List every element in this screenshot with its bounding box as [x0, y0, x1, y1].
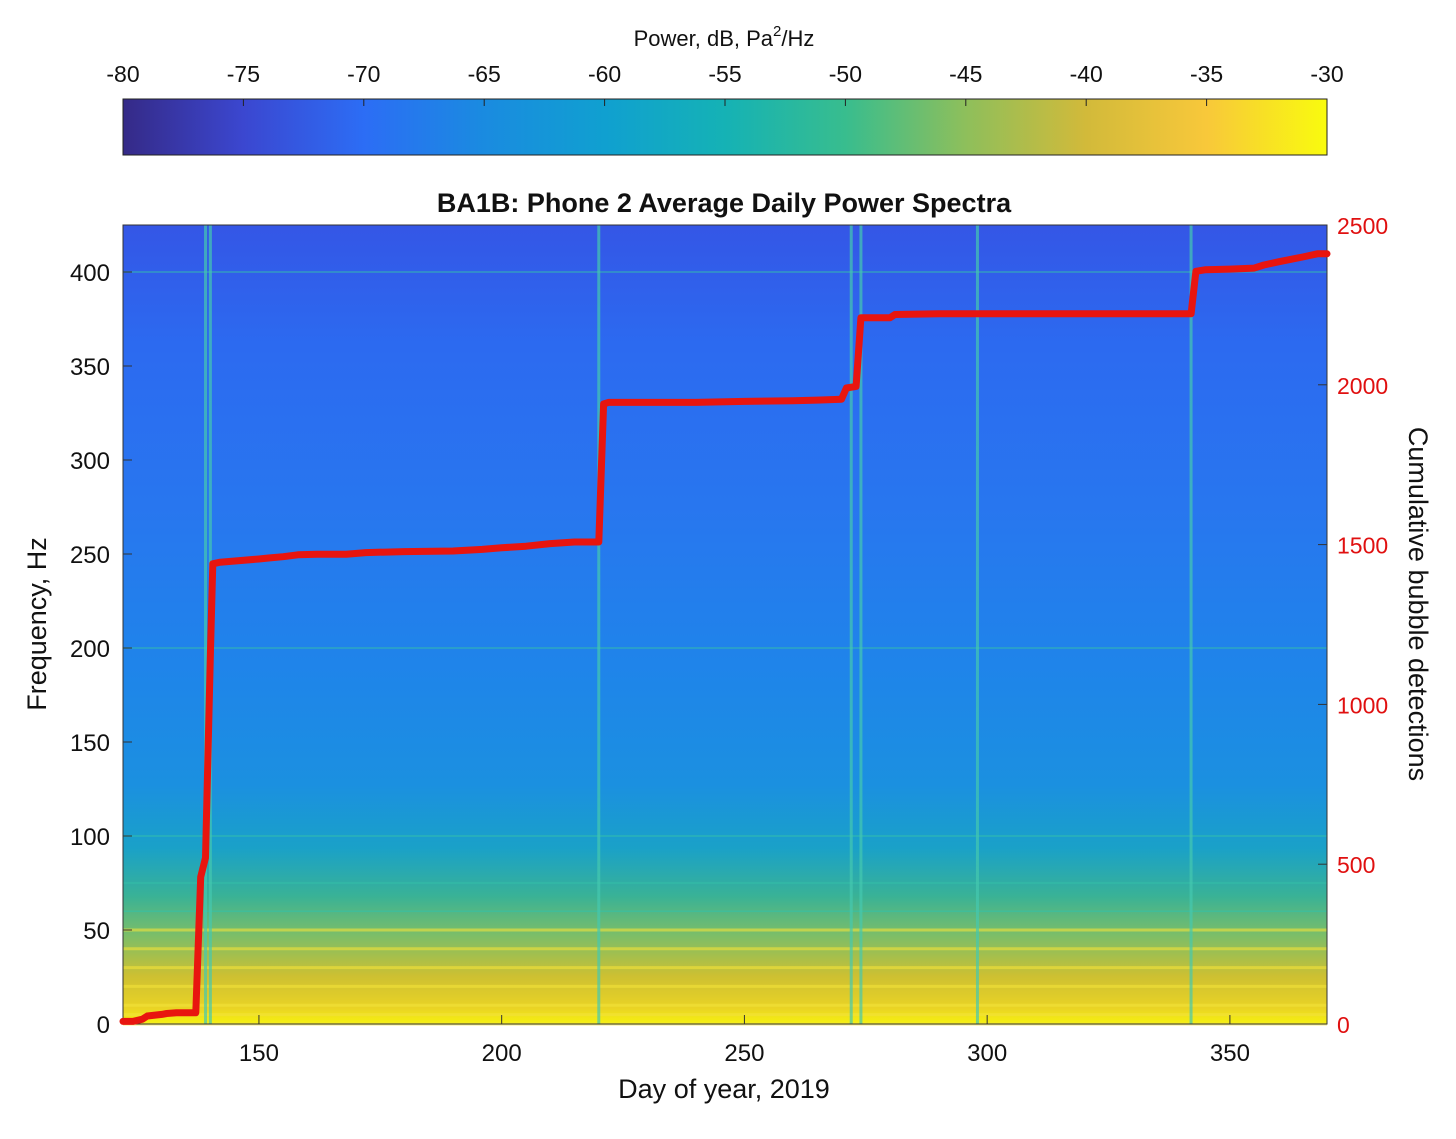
- plot-frame: [122, 224, 1328, 1025]
- colorbar-ticks: -80 -75 -70 -65 -60 -55 -50 -45 -40 -35 -30: [106, 61, 1344, 106]
- colorbar-tick-label: -50: [829, 61, 862, 87]
- x-tick-label: 200: [482, 1040, 522, 1067]
- colorbar-tick-label: -75: [227, 61, 260, 87]
- x-tick-label: 300: [967, 1040, 1007, 1067]
- y-axis-ticks: 0 50 100 150 200 250 300 350 400: [70, 260, 132, 1039]
- colorbar-gradient: [122, 98, 1328, 156]
- right-axis-ticks: 0 500 1000 1500 2000 2500: [1318, 213, 1388, 1038]
- colorbar-tick-label: -65: [468, 61, 501, 87]
- y-tick-label: 100: [70, 824, 110, 851]
- colorbar-tick-label: -80: [106, 61, 139, 87]
- x-axis-ticks: 150 200 250 300 350: [239, 1015, 1250, 1067]
- right-tick-label: 2000: [1337, 373, 1388, 399]
- y-tick-label: 250: [70, 542, 110, 569]
- x-axis-label: Day of year, 2019: [618, 1074, 830, 1104]
- right-tick-label: 1000: [1337, 692, 1388, 718]
- right-tick-label: 0: [1337, 1012, 1350, 1038]
- right-tick-label: 2500: [1337, 213, 1388, 239]
- y-tick-label: 50: [83, 918, 110, 945]
- colorbar: Power, dB, Pa2/Hz -80 -75 -70 -65 -60 -55 -50-…: [106, 23, 1344, 156]
- colorbar-tick-label: -45: [949, 61, 982, 87]
- y-tick-label: 150: [70, 730, 110, 757]
- right-axis-label: Cumulative bubble detections: [1403, 427, 1433, 781]
- right-tick-label: 500: [1337, 852, 1375, 878]
- colorbar-tick-label: -70: [347, 61, 380, 87]
- x-tick-label: 350: [1210, 1040, 1250, 1067]
- y-tick-label: 200: [70, 636, 110, 663]
- colorbar-tick-label: -60: [588, 61, 621, 87]
- y-tick-label: 0: [97, 1012, 110, 1039]
- colorbar-tick-label: -30: [1310, 61, 1343, 87]
- chart-title: BA1B: Phone 2 Average Daily Power Spectr…: [437, 188, 1012, 218]
- colorbar-label: Power, dB, Pa2/Hz: [634, 23, 815, 51]
- spectrogram-background: [123, 225, 1327, 1024]
- y-tick-label: 300: [70, 448, 110, 475]
- colorbar-tick-label: -55: [708, 61, 741, 87]
- y-axis-label: Frequency, Hz: [22, 537, 52, 711]
- plot-area: 150 200 250 300 350 0 50 100 150 200 250 300 350 400…: [70, 213, 1388, 1067]
- x-tick-label: 250: [724, 1040, 764, 1067]
- colorbar-tick-label: -40: [1070, 61, 1103, 87]
- colorbar-tick-label: -35: [1190, 61, 1223, 87]
- y-tick-label: 400: [70, 260, 110, 287]
- y-tick-label: 350: [70, 354, 110, 381]
- x-tick-label: 150: [239, 1040, 279, 1067]
- right-tick-label: 1500: [1337, 533, 1388, 559]
- cumulative-detections-line: [119, 250, 1331, 1025]
